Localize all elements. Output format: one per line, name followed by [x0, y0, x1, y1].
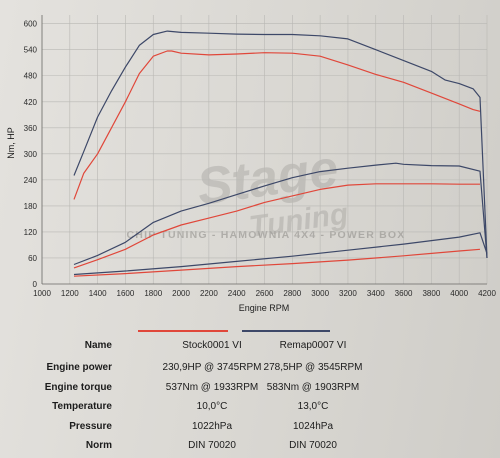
- legend-row-stock-value: DIN 70020: [188, 440, 236, 451]
- x-tick-label: 1400: [89, 289, 107, 298]
- y-tick-label: 180: [24, 202, 38, 211]
- legend-row-remap-value: 1024hPa: [292, 420, 334, 432]
- y-tick-label: 600: [24, 20, 38, 29]
- series-remap-torque: [73, 30, 488, 259]
- y-axis-label: Nm, HP: [6, 127, 16, 159]
- series-remap-power: [73, 162, 488, 266]
- legend-row-remap-value: 13,0°C: [297, 401, 329, 412]
- series-stock-power: [73, 183, 480, 269]
- series-remap-loss: [73, 232, 488, 276]
- x-tick-label: 4000: [450, 289, 468, 298]
- dyno-chart: Stage Tuning CHIP TUNING - HAMOWNIA 4X4 …: [6, 15, 496, 313]
- legend-row-label: Engine torque: [44, 381, 112, 393]
- x-tick-label: 2800: [283, 289, 301, 298]
- x-tick-label: 3000: [311, 289, 329, 298]
- legend-row-stock-value: 1022hPa: [191, 420, 233, 432]
- legend-row-stock-value: 10,0°C: [196, 401, 228, 412]
- legend-remap-name: Remap0007 VI: [279, 340, 347, 351]
- y-tick-label: 120: [24, 228, 38, 237]
- x-tick-label: 2400: [228, 289, 246, 298]
- x-axis-label: Engine RPM: [239, 303, 290, 313]
- x-tick-label: 3200: [339, 289, 357, 298]
- stock-swatch: [138, 330, 228, 332]
- y-tick-label: 300: [24, 150, 38, 159]
- x-tick-label: 3800: [422, 289, 440, 298]
- watermark-line: CHIP TUNING - HAMOWNIA 4X4 - POWER BOX: [127, 229, 406, 241]
- x-tick-label: 2600: [256, 289, 274, 298]
- legend-row-remap-value: DIN 70020: [289, 440, 337, 451]
- y-tick-label: 60: [28, 254, 37, 263]
- legend-row-label: Engine power: [46, 362, 112, 373]
- x-tick-label: 4200: [478, 289, 496, 298]
- y-tick-label: 540: [24, 46, 38, 55]
- legend-row-label: Norm: [85, 440, 112, 451]
- series-stock-loss: [73, 248, 481, 277]
- remap-swatch: [242, 330, 330, 332]
- y-tick-label: 240: [24, 176, 38, 185]
- y-tick-label: 0: [33, 280, 38, 289]
- x-tick-label: 2000: [172, 289, 190, 298]
- legend-row-remap-value: 278,5HP @ 3545RPM: [263, 362, 363, 373]
- x-tick-label: 3400: [367, 289, 385, 298]
- legend-row-label: Pressure: [69, 420, 112, 432]
- chart-grid: [41, 15, 488, 285]
- x-tick-label: 3600: [395, 289, 413, 298]
- x-tick-label: 1000: [33, 289, 51, 298]
- x-tick-label: 1800: [144, 289, 162, 298]
- x-tick-label: 2200: [200, 289, 218, 298]
- y-tick-label: 360: [24, 124, 38, 133]
- y-tick-label: 420: [24, 98, 38, 107]
- y-tick-label: 480: [24, 72, 38, 81]
- chart-series: [73, 30, 488, 277]
- legend-row-stock-value: 537Nm @ 1933RPM: [165, 381, 259, 393]
- x-tick-label: 1600: [117, 289, 135, 298]
- chart-axes: 1000 1200 1400 1600 1800 2000 2200 2400 2600 2800…: [24, 15, 496, 298]
- legend-row-remap-value: 583Nm @ 1903RPM: [266, 381, 360, 393]
- x-tick-label: 1200: [61, 289, 79, 298]
- legend-header-label: Name: [84, 340, 112, 351]
- watermark: Stage Tuning CHIP TUNING - HAMOWNIA 4X4 …: [127, 140, 406, 244]
- series-stock-torque: [73, 50, 481, 200]
- legend-row-label: Temperature: [52, 401, 112, 412]
- legend-row-stock-value: 230,9HP @ 3745RPM: [162, 362, 262, 373]
- legend-stock-name: Stock0001 VI: [182, 340, 242, 351]
